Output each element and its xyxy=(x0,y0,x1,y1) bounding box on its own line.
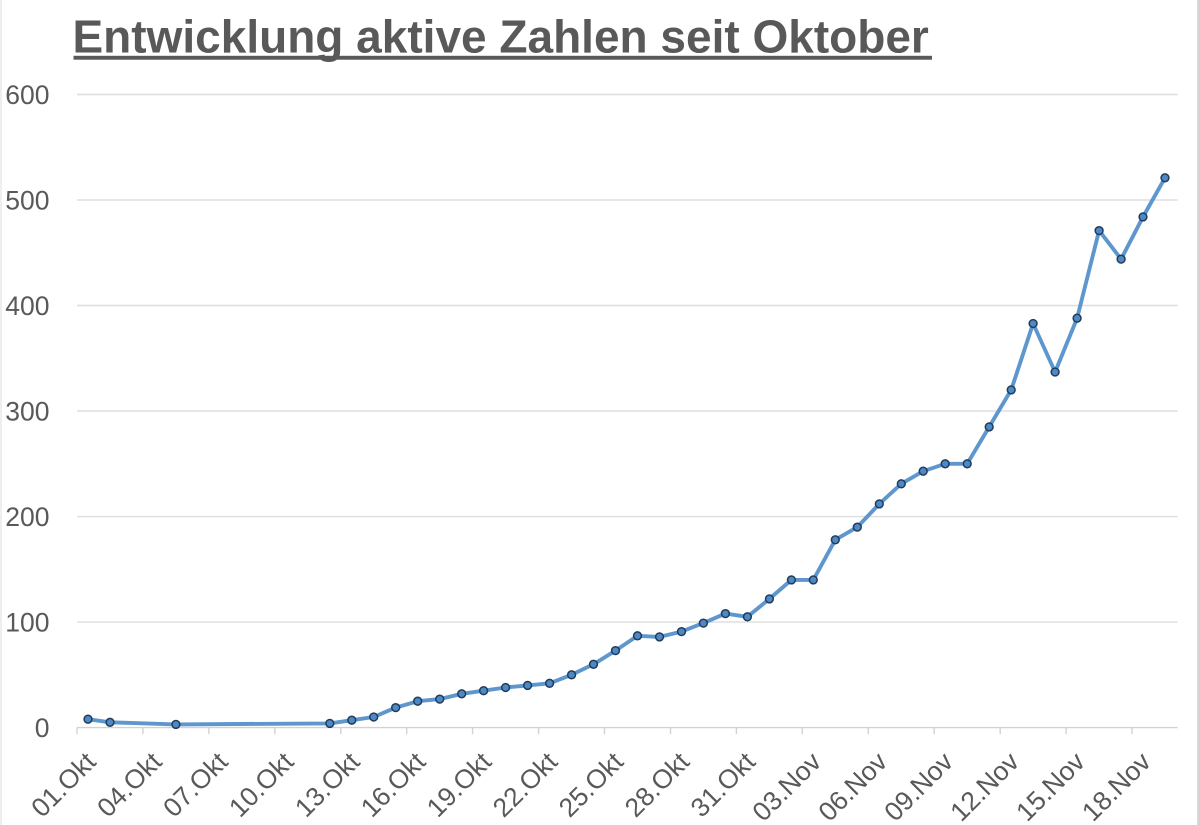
svg-text:100: 100 xyxy=(5,608,49,638)
svg-text:300: 300 xyxy=(5,396,49,426)
svg-text:200: 200 xyxy=(5,502,49,532)
svg-text:Entwicklung aktive Zahlen seit: Entwicklung aktive Zahlen seit Oktober xyxy=(73,11,929,63)
svg-text:600: 600 xyxy=(5,80,49,110)
svg-text:500: 500 xyxy=(5,185,49,215)
svg-text:0: 0 xyxy=(35,713,50,743)
svg-text:400: 400 xyxy=(5,291,49,321)
